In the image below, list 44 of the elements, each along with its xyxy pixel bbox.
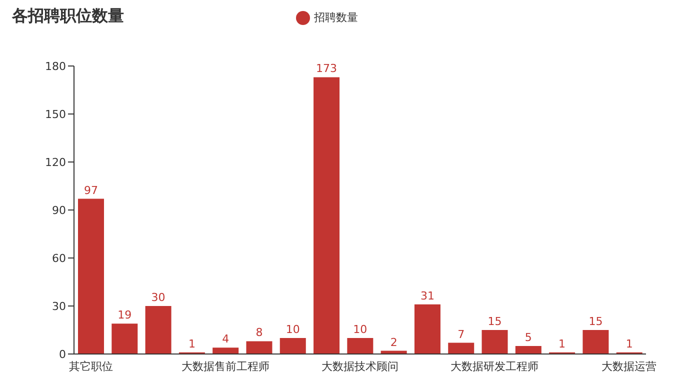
data-label: 1 <box>188 337 196 350</box>
bar <box>145 306 172 354</box>
legend-label: 招聘数量 <box>314 11 358 24</box>
data-label: 2 <box>390 336 398 349</box>
x-tick-label: 大数据售前工程师 <box>181 360 270 373</box>
x-tick-label: 其它职位 <box>68 360 113 373</box>
bar <box>515 346 542 354</box>
x-tick-label: 大数据研发工程师 <box>450 360 539 373</box>
data-label: 1 <box>626 337 633 350</box>
bar <box>414 304 440 354</box>
chart-title: 各招聘职位数量 <box>12 6 124 27</box>
y-tick-label: 90 <box>52 204 66 217</box>
data-label: 8 <box>256 326 263 340</box>
data-label: 15 <box>588 315 603 328</box>
data-label: 10 <box>286 323 300 336</box>
bar <box>448 342 474 354</box>
y-tick-label: 60 <box>52 252 66 265</box>
data-label: 1 <box>558 337 566 350</box>
bar <box>246 341 272 354</box>
data-label: 15 <box>488 315 502 328</box>
bar <box>212 348 239 354</box>
x-tick-label: 大数据运营 <box>602 360 657 373</box>
data-label: 30 <box>151 291 166 304</box>
bar <box>582 330 609 354</box>
data-label: 4 <box>222 332 230 346</box>
data-label: 10 <box>353 323 368 336</box>
bar <box>78 198 104 354</box>
bar <box>347 338 374 354</box>
x-tick-label: 大数据技术顾问 <box>322 360 398 373</box>
data-label: 7 <box>458 328 465 341</box>
bar <box>314 77 340 354</box>
data-label: 97 <box>84 184 98 197</box>
data-label: 31 <box>420 289 434 302</box>
y-tick-label: 180 <box>45 60 66 73</box>
y-tick-label: 0 <box>59 348 66 361</box>
y-tick-label: 120 <box>45 156 66 169</box>
bar <box>482 330 508 354</box>
y-tick-label: 150 <box>45 108 66 121</box>
data-label: 173 <box>316 62 338 76</box>
bar <box>112 324 138 354</box>
y-tick-label: 30 <box>52 300 66 313</box>
bar <box>280 338 306 354</box>
data-label: 5 <box>524 331 532 344</box>
data-label: 19 <box>118 308 132 322</box>
